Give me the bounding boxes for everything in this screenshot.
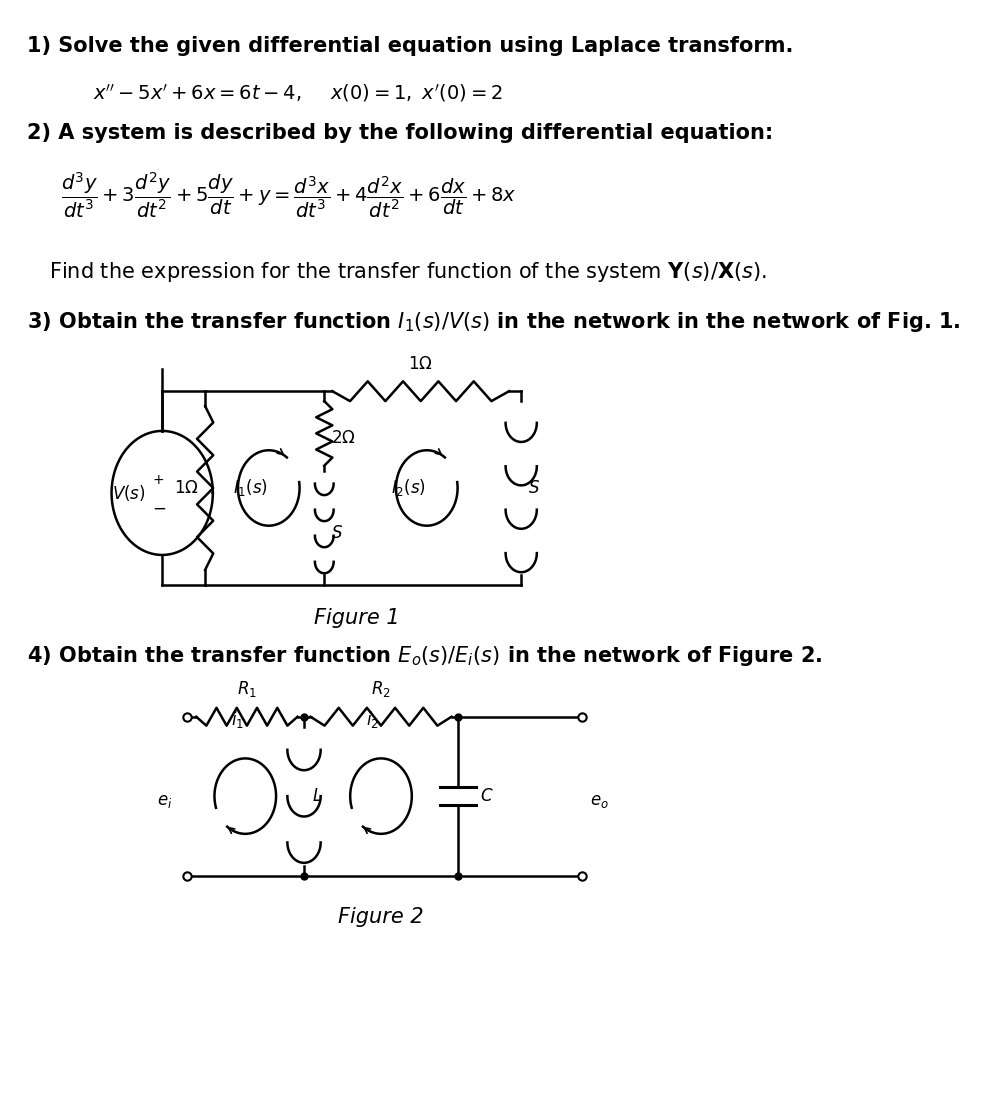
Text: Figure 2: Figure 2 xyxy=(339,907,424,927)
Text: 1) Solve the given differential equation using Laplace transform.: 1) Solve the given differential equation… xyxy=(27,36,793,56)
Text: +: + xyxy=(152,473,164,487)
Text: 4) Obtain the transfer function $E_o(s)/E_i(s)$ in the network of Figure 2.: 4) Obtain the transfer function $E_o(s)/… xyxy=(27,644,822,668)
Text: $i_1$: $i_1$ xyxy=(231,709,244,730)
Text: $\dfrac{d^3y}{dt^3} + 3\dfrac{d^2y}{dt^2} + 5\dfrac{dy}{dt} + y = \dfrac{d^3x}{d: $\dfrac{d^3y}{dt^3} + 3\dfrac{d^2y}{dt^2… xyxy=(61,171,516,220)
Text: $1\Omega$: $1\Omega$ xyxy=(409,356,434,373)
Text: Figure 1: Figure 1 xyxy=(314,608,400,628)
Text: $x'' - 5x' + 6x = 6t - 4,$    $x(0) = 1,\ x'(0) = 2$: $x'' - 5x' + 6x = 6t - 4,$ $x(0) = 1,\ x… xyxy=(93,81,502,103)
Text: $S$: $S$ xyxy=(331,524,343,542)
Text: $e_i$: $e_i$ xyxy=(157,792,172,810)
Text: −: − xyxy=(152,500,166,517)
Text: $e_o$: $e_o$ xyxy=(590,792,609,810)
Text: $2\Omega$: $2\Omega$ xyxy=(331,429,356,447)
Text: $i_2$: $i_2$ xyxy=(367,709,380,730)
Text: $C$: $C$ xyxy=(480,787,494,805)
Text: 2) A system is described by the following differential equation:: 2) A system is described by the followin… xyxy=(27,123,773,143)
Text: 3) Obtain the transfer function $I_1(s)/V(s)$ in the network in the network of F: 3) Obtain the transfer function $I_1(s)/… xyxy=(27,309,960,334)
Text: Find the expression for the transfer function of the system $\mathbf{Y}(s)/\math: Find the expression for the transfer fun… xyxy=(49,260,766,284)
Text: $L$: $L$ xyxy=(312,787,323,805)
Text: $I_2(s)$: $I_2(s)$ xyxy=(392,478,427,499)
Text: $S$: $S$ xyxy=(527,479,539,497)
Text: $R_1$: $R_1$ xyxy=(237,679,257,699)
Text: $V(s)$: $V(s)$ xyxy=(112,483,146,503)
Text: $1\Omega$: $1\Omega$ xyxy=(175,479,199,497)
Text: $I_1(s)$: $I_1(s)$ xyxy=(234,478,269,499)
Text: $R_2$: $R_2$ xyxy=(371,679,391,699)
